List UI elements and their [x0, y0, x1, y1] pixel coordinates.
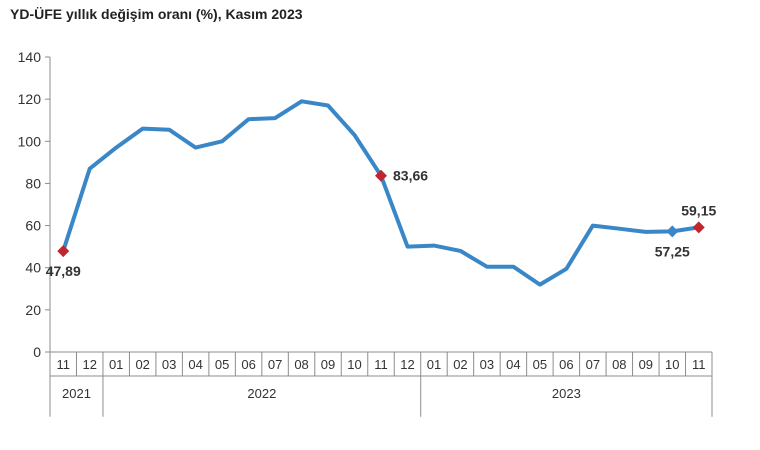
x-tick-label: 09 [639, 357, 653, 372]
x-tick-label: 03 [480, 357, 494, 372]
x-tick-label: 05 [533, 357, 547, 372]
y-tick-label: 40 [25, 260, 41, 276]
data-label: 83,66 [393, 168, 428, 184]
x-tick-label: 11 [692, 357, 706, 372]
y-tick-label: 120 [18, 91, 42, 107]
y-tick-label: 80 [25, 175, 41, 191]
year-label: 2022 [247, 386, 276, 401]
x-tick-label: 04 [188, 357, 202, 372]
y-tick-label: 20 [25, 302, 41, 318]
data-point-marker [666, 225, 679, 238]
x-tick-label: 11 [374, 357, 388, 372]
x-tick-label: 01 [427, 357, 441, 372]
x-tick-label: 11 [56, 357, 70, 372]
x-tick-label: 07 [268, 357, 282, 372]
series-line [61, 99, 701, 287]
x-tick-label: 08 [294, 357, 308, 372]
x-tick-label: 01 [109, 357, 123, 372]
y-tick-label: 100 [18, 133, 42, 149]
data-label: 47,89 [46, 263, 81, 279]
x-tick-label: 09 [321, 357, 335, 372]
x-tick-label: 06 [559, 357, 573, 372]
x-tick-label: 10 [347, 357, 361, 372]
x-tick-label: 12 [400, 357, 414, 372]
x-tick-label: 02 [453, 357, 467, 372]
x-tick-label: 08 [612, 357, 626, 372]
x-tick-label: 04 [506, 357, 520, 372]
year-label: 2023 [552, 386, 581, 401]
y-tick-label: 0 [33, 344, 41, 360]
x-tick-label: 03 [162, 357, 176, 372]
chart-series [61, 99, 701, 287]
data-label: 59,15 [681, 202, 716, 218]
data-point-marker [57, 245, 70, 258]
y-tick-label: 60 [25, 218, 41, 234]
data-label: 57,25 [655, 243, 690, 259]
x-tick-label: 02 [135, 357, 149, 372]
x-tick-label: 07 [586, 357, 600, 372]
chart-title: YD-ÜFE yıllık değişim oranı (%), Kasım 2… [10, 6, 303, 22]
data-point-marker [375, 169, 387, 182]
x-tick-label: 10 [665, 357, 679, 372]
year-label: 2021 [62, 386, 91, 401]
x-tick-label: 12 [82, 357, 96, 372]
chart-markers: 47,89 83,66 57,25 59,15 [46, 168, 717, 279]
y-tick-label: 140 [18, 49, 42, 65]
data-point-marker [692, 221, 705, 234]
x-tick-label: 05 [215, 357, 229, 372]
x-tick-label: 06 [241, 357, 255, 372]
